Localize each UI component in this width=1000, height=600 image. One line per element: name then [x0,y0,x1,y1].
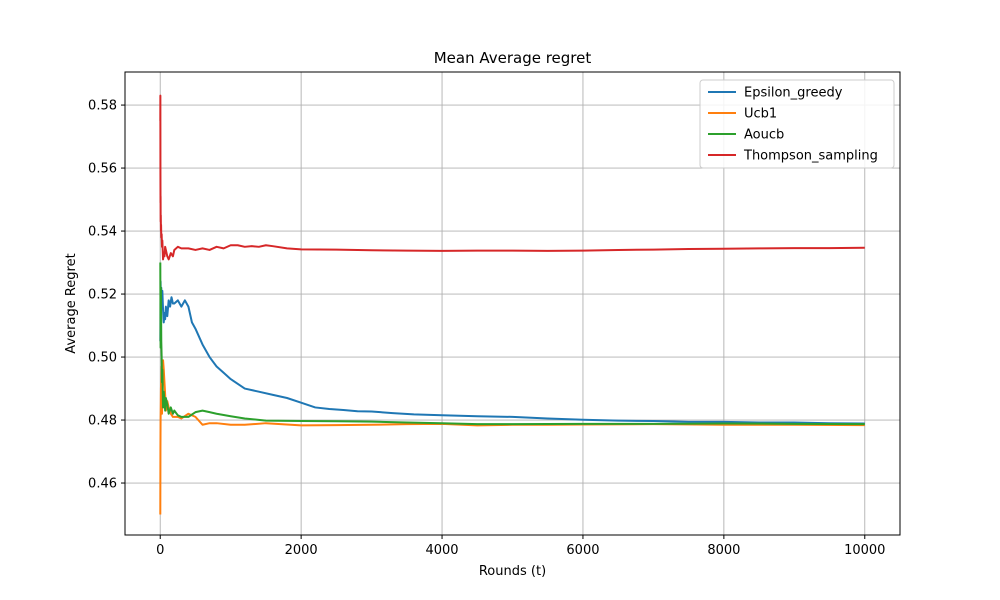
legend-label: Ucb1 [744,107,777,122]
x-tick-label: 6000 [566,543,599,558]
x-tick-label: 8000 [707,543,740,558]
plot-area [159,94,865,515]
series-line-aoucb [159,262,865,426]
y-tick-label: 0.54 [88,225,117,240]
axis-ticks: 0 2000 4000 6000 8000 10000 0.46 0.48 0.50 0.52 0.… [88,99,885,558]
legend-label: Thompson_sampling [743,149,878,164]
y-axis-label: Average Regret [64,253,79,353]
y-tick-label: 0.52 [88,288,117,303]
y-tick-label: 0.58 [88,99,117,114]
axes-frame [124,71,901,536]
chart-title: Mean Average regret [434,49,592,67]
legend: Epsilon_greedy Ucb1 Aoucb Thompson_sampling [699,79,895,169]
y-tick-label: 0.56 [88,162,117,177]
y-tick-label: 0.48 [88,414,117,429]
legend-box [699,79,895,169]
x-tick-label: 10000 [844,543,885,558]
x-tick-label: 2000 [285,543,318,558]
legend-label: Aoucb [744,128,784,143]
x-tick-label: 0 [156,543,164,558]
y-tick-label: 0.50 [88,351,117,366]
y-tick-label: 0.46 [88,477,117,492]
legend-label: Epsilon_greedy [744,86,843,101]
series-line-epsilon-greedy [159,280,865,425]
x-axis-label: Rounds (t) [479,564,546,579]
series-line-thompson-sampling [159,94,865,261]
x-tick-label: 4000 [425,543,458,558]
